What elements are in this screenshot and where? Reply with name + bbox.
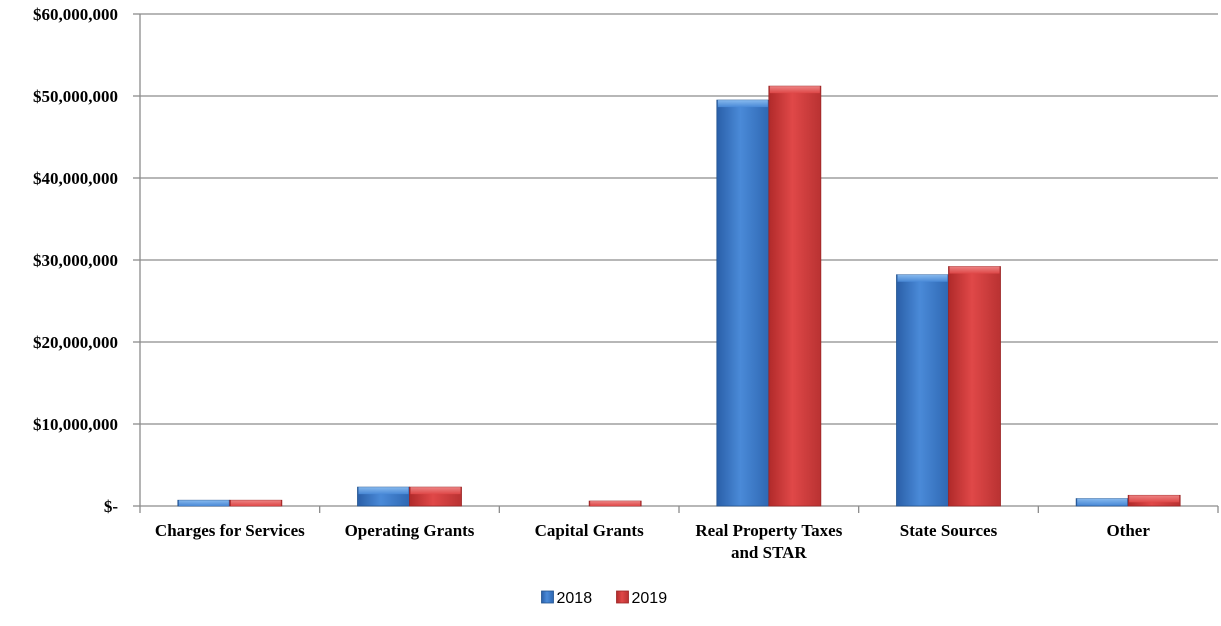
bars — [177, 85, 1181, 507]
bar-2019 — [948, 266, 1001, 507]
category-label: State Sources — [900, 521, 998, 540]
bar-2019 — [409, 486, 462, 507]
legend-label: 2019 — [632, 590, 668, 607]
y-tick-label: $20,000,000 — [33, 333, 118, 352]
category-label: Charges for Services — [155, 521, 305, 540]
bar-2019 — [588, 500, 642, 507]
bar-2018 — [896, 274, 949, 507]
bar-2018 — [357, 486, 410, 507]
y-tick-label: $40,000,000 — [33, 169, 118, 188]
bar-2019 — [768, 85, 822, 507]
legend-swatch — [616, 590, 629, 604]
bar-2018 — [1075, 498, 1129, 507]
y-tick-label: $30,000,000 — [33, 251, 118, 270]
category-label: Other — [1106, 521, 1150, 540]
bar-2019 — [229, 499, 283, 507]
y-tick-label: $60,000,000 — [33, 5, 118, 24]
y-tick-label: $10,000,000 — [33, 415, 118, 434]
axes — [133, 13, 1219, 513]
legend-item-2019: 2019 — [616, 590, 668, 607]
y-tick-label: $- — [104, 497, 119, 516]
bar-2019 — [1127, 494, 1181, 507]
legend-swatch — [541, 590, 554, 604]
category-label: Operating Grants — [345, 521, 475, 540]
category-label: Real Property Taxes and STAR — [695, 521, 842, 562]
bar-2018 — [177, 499, 231, 507]
y-tick-label: $50,000,000 — [33, 87, 118, 106]
legend: 2018 2019 — [541, 590, 668, 607]
bar-2018 — [716, 99, 770, 507]
category-label: Capital Grants — [535, 521, 644, 540]
gridlines — [140, 13, 1218, 425]
legend-item-2018: 2018 — [541, 590, 593, 607]
legend-label: 2018 — [557, 590, 593, 607]
category-labels: Charges for Services Operating Grants Capi… — [155, 521, 1150, 562]
y-tick-labels: $- $10,000,000 $20,000,000 $30,000,000 $40,0… — [33, 5, 118, 516]
